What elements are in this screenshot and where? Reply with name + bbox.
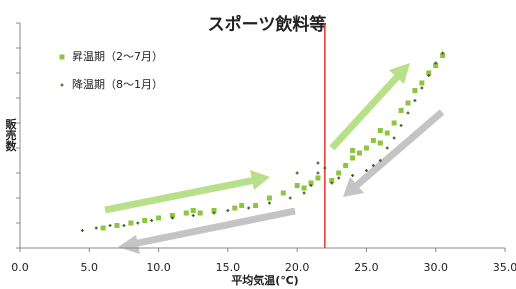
legend-marker bbox=[60, 83, 64, 87]
arrowhead bbox=[250, 170, 270, 190]
point bbox=[190, 208, 196, 213]
point bbox=[426, 70, 432, 76]
chart-title: スポーツ飲料等 bbox=[208, 14, 327, 35]
arrow bbox=[132, 207, 296, 248]
arrow bbox=[329, 73, 401, 151]
x-tick-label: 30.0 bbox=[423, 261, 448, 274]
point bbox=[295, 171, 299, 175]
point bbox=[323, 166, 327, 170]
point bbox=[413, 99, 417, 102]
point bbox=[399, 124, 403, 127]
point bbox=[169, 213, 175, 218]
point bbox=[412, 88, 418, 93]
legend-marker bbox=[59, 54, 65, 60]
point bbox=[350, 148, 356, 153]
point bbox=[357, 150, 362, 156]
x-tick-label: 25.0 bbox=[354, 261, 379, 274]
point bbox=[309, 184, 313, 187]
legend-label: 昇温期（2～7月） bbox=[72, 50, 163, 63]
x-tick-label: 15.0 bbox=[216, 261, 241, 274]
point bbox=[378, 159, 382, 162]
point bbox=[427, 74, 431, 77]
point bbox=[420, 86, 424, 90]
point bbox=[280, 190, 286, 196]
point bbox=[302, 191, 306, 195]
point bbox=[433, 63, 439, 68]
point bbox=[191, 214, 195, 217]
point bbox=[441, 51, 445, 55]
point bbox=[266, 195, 272, 201]
x-tick-label: 35.0 bbox=[493, 261, 516, 274]
point bbox=[440, 53, 446, 58]
point bbox=[330, 181, 334, 185]
point bbox=[267, 201, 271, 205]
arrow bbox=[104, 176, 256, 214]
point bbox=[183, 210, 189, 216]
point bbox=[385, 146, 389, 150]
point bbox=[384, 130, 390, 136]
point bbox=[391, 120, 397, 126]
point bbox=[316, 171, 320, 175]
point bbox=[301, 185, 307, 191]
x-tick-label: 5.0 bbox=[81, 261, 99, 274]
point bbox=[405, 100, 411, 106]
point bbox=[197, 210, 203, 216]
point bbox=[136, 221, 140, 225]
point bbox=[406, 111, 410, 115]
point bbox=[294, 183, 300, 188]
point bbox=[377, 128, 383, 133]
point bbox=[419, 80, 425, 86]
point bbox=[308, 180, 314, 186]
point bbox=[232, 205, 238, 211]
point bbox=[108, 224, 112, 227]
arrowhead bbox=[118, 235, 140, 254]
point bbox=[226, 209, 230, 212]
legend-label: 降温期（8～1月） bbox=[72, 77, 163, 91]
x-tick-label: 20.0 bbox=[285, 261, 310, 274]
point bbox=[398, 108, 404, 113]
point bbox=[316, 161, 320, 165]
arrow bbox=[353, 109, 445, 189]
point bbox=[156, 215, 162, 221]
point bbox=[239, 203, 245, 208]
point bbox=[343, 163, 349, 168]
point bbox=[247, 206, 251, 210]
point bbox=[94, 226, 98, 230]
point bbox=[100, 225, 106, 231]
x-axis-title: 平均気温(℃) bbox=[231, 273, 298, 287]
point bbox=[329, 178, 335, 183]
point bbox=[114, 223, 120, 228]
point bbox=[351, 174, 355, 177]
point bbox=[434, 61, 438, 65]
point bbox=[142, 218, 148, 223]
point bbox=[253, 203, 259, 208]
point bbox=[128, 220, 134, 226]
trend-arrows bbox=[104, 63, 445, 254]
point bbox=[336, 170, 342, 176]
x-tick-label: 0.0 bbox=[11, 261, 29, 274]
point bbox=[122, 224, 126, 227]
point bbox=[363, 145, 369, 151]
point bbox=[371, 164, 375, 167]
point bbox=[288, 196, 292, 200]
arrowhead bbox=[389, 63, 410, 84]
point bbox=[392, 136, 396, 140]
point bbox=[80, 229, 84, 232]
point bbox=[350, 155, 356, 161]
point bbox=[170, 216, 174, 220]
point bbox=[337, 176, 341, 180]
point bbox=[212, 211, 216, 215]
point bbox=[315, 175, 321, 181]
x-tick-label: 10.0 bbox=[146, 261, 171, 274]
point bbox=[211, 208, 217, 213]
point bbox=[377, 140, 383, 146]
point bbox=[150, 219, 154, 222]
arrowhead bbox=[343, 177, 364, 197]
point bbox=[370, 138, 376, 143]
point bbox=[364, 169, 368, 172]
y-axis-title: 販売数 bbox=[4, 117, 17, 152]
